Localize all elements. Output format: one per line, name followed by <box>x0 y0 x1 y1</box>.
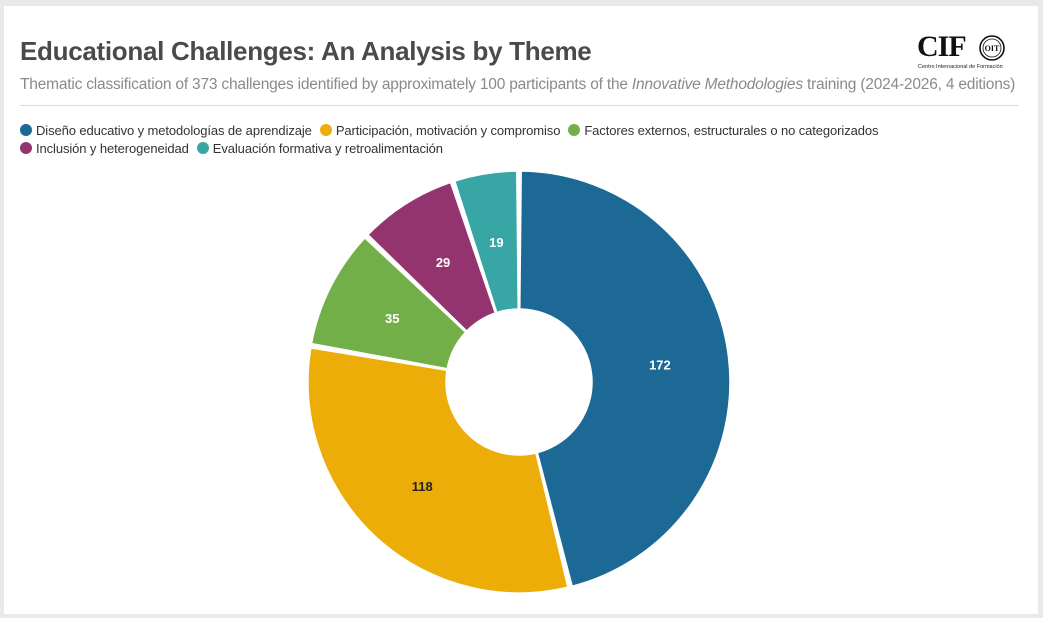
subtitle-text-end: training (2024-2026, 4 editions) <box>802 76 1016 93</box>
legend-item[interactable]: Participación, motivación y compromiso <box>319 122 561 138</box>
legend-swatch <box>568 124 581 136</box>
legend-swatch <box>319 124 332 136</box>
logo-wordmark: CIF <box>917 30 967 63</box>
slice-value-label: 19 <box>489 235 503 250</box>
chart-legend: Diseño educativo y metodologías de apren… <box>20 121 1020 157</box>
donut-slice[interactable] <box>453 170 519 314</box>
legend-swatch <box>196 142 209 154</box>
legend-row: Diseño educativo y metodologías de apren… <box>20 121 1020 139</box>
legend-label: Factores externos, estructurales o no ca… <box>584 122 879 138</box>
slice-value-label: 118 <box>412 479 433 494</box>
cif-logo: CIF OIT Centro Internacional de Formació… <box>917 32 1009 78</box>
chart-subtitle: Thematic classification of 373 challenge… <box>20 76 1015 94</box>
donut-slice[interactable] <box>310 236 467 370</box>
legend-item[interactable]: Evaluación formativa y retroalimentación <box>196 140 443 156</box>
slice-value-label: 35 <box>385 311 399 326</box>
legend-row: Inclusión y heterogeneidad Evaluación for… <box>20 139 1020 157</box>
chart-title: Educational Challenges: An Analysis by T… <box>20 36 592 66</box>
legend-swatch <box>20 124 32 136</box>
donut-slice[interactable] <box>307 347 569 594</box>
subtitle-text-start: Thematic classification of 373 challenge… <box>20 76 632 93</box>
slice-value-label: 172 <box>649 358 671 373</box>
logo-caption: Centro Internacional de Formación <box>918 64 1003 70</box>
legend-label: Diseño educativo y metodologías de apren… <box>36 122 312 138</box>
legend-item[interactable]: Factores externos, estructurales o no ca… <box>568 123 878 138</box>
legend-swatch <box>20 142 32 154</box>
legend-label: Participación, motivación y compromiso <box>335 122 561 138</box>
donut-slice[interactable] <box>366 181 497 333</box>
donut-slice[interactable] <box>519 170 731 588</box>
legend-label: Inclusión y heterogeneidad <box>36 140 189 156</box>
subtitle-training-name: Innovative Methodologies <box>631 76 803 93</box>
legend-label: Evaluación formativa y retroalimentación <box>212 140 443 156</box>
logo-seal-text: OIT <box>985 44 1000 53</box>
legend-item[interactable]: Diseño educativo y metodologías de apren… <box>20 123 312 138</box>
slice-value-label: 29 <box>436 255 450 270</box>
ilo-seal-icon: OIT <box>979 35 1005 61</box>
legend-item[interactable]: Inclusión y heterogeneidad <box>20 141 189 156</box>
header-divider <box>20 105 1019 106</box>
